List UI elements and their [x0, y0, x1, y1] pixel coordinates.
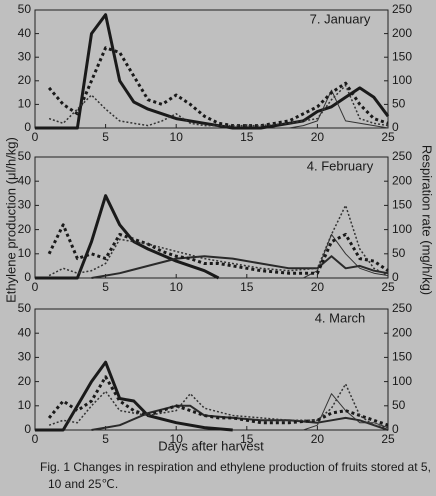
y2-tick-label: 100 — [392, 374, 412, 388]
y-tick-label: 20 — [18, 374, 32, 388]
y2-tick-label: 250 — [392, 2, 412, 16]
x-tick-label: 20 — [311, 280, 325, 294]
y-tick-label: 0 — [24, 270, 31, 284]
series-line — [47, 375, 389, 427]
x-tick-label: 5 — [102, 280, 109, 294]
x-tick-label: 10 — [170, 130, 184, 144]
x-tick-label: 5 — [102, 432, 109, 446]
y-tick-label: 10 — [18, 246, 32, 260]
x-tick-label: 25 — [381, 130, 395, 144]
series-line — [47, 223, 389, 275]
x-tick-label: 5 — [102, 130, 109, 144]
y-tick-label: 10 — [18, 398, 32, 412]
y-tick-label: 40 — [18, 325, 32, 339]
y2-tick-label: 100 — [392, 73, 412, 87]
y2-tick-label: 50 — [392, 398, 406, 412]
y-tick-label: 30 — [18, 198, 32, 212]
y-tick-label: 0 — [24, 422, 31, 436]
y-tick-label: 0 — [24, 120, 31, 134]
plot-frame — [34, 156, 389, 279]
panel-title: 4. February — [307, 158, 374, 173]
y2-tick-label: 150 — [392, 49, 412, 63]
series-line — [35, 194, 220, 280]
x-tick-label: 10 — [170, 432, 184, 446]
y2-tick-label: 50 — [392, 246, 406, 260]
caption-line: 10 and 25℃. — [48, 477, 118, 491]
y-tick-label: 50 — [18, 2, 32, 16]
y-tick-label: 50 — [18, 301, 32, 315]
y-tick-label: 20 — [18, 73, 32, 87]
series-line — [48, 84, 389, 127]
x-tick-label: 25 — [381, 280, 395, 294]
y-axis-title: Ethylene production (μl/h/kg) — [3, 137, 18, 303]
y2-tick-label: 0 — [392, 422, 399, 436]
x-tick-label: 15 — [240, 432, 254, 446]
x-tick-label: 15 — [240, 130, 254, 144]
y-tick-label: 30 — [18, 49, 32, 63]
x-tick-label: 15 — [240, 280, 254, 294]
plot-frame — [34, 308, 389, 431]
y2-axis-title: Respiration rate (mg/h/kg) — [420, 145, 435, 295]
y2-tick-label: 250 — [392, 301, 412, 315]
y-tick-label: 10 — [18, 97, 32, 111]
y2-tick-label: 200 — [392, 26, 412, 40]
y2-tick-label: 0 — [392, 270, 399, 284]
x-tick-label: 0 — [32, 432, 39, 446]
panel-title: 4. March — [315, 310, 366, 325]
y2-tick-label: 0 — [392, 120, 399, 134]
x-tick-label: 25 — [381, 432, 395, 446]
y2-tick-label: 150 — [392, 198, 412, 212]
series-line — [47, 46, 389, 128]
y-tick-label: 30 — [18, 350, 32, 364]
x-tick-label: 20 — [311, 130, 325, 144]
series-line — [303, 393, 389, 431]
x-tick-label: 0 — [32, 130, 39, 144]
series-line — [275, 89, 389, 129]
y2-tick-label: 150 — [392, 350, 412, 364]
x-tick-label: 0 — [32, 280, 39, 294]
y2-tick-label: 200 — [392, 173, 412, 187]
series-line — [35, 13, 390, 130]
y-tick-label: 40 — [18, 173, 32, 187]
y2-tick-label: 50 — [392, 97, 406, 111]
x-tick-label: 10 — [170, 280, 184, 294]
y-tick-label: 20 — [18, 222, 32, 236]
y2-tick-label: 100 — [392, 222, 412, 236]
x-axis-title: Days after harvest — [158, 438, 264, 453]
plot-frame — [34, 9, 389, 129]
y2-tick-label: 200 — [392, 325, 412, 339]
y-tick-label: 40 — [18, 26, 32, 40]
x-tick-label: 20 — [311, 432, 325, 446]
panel-title: 7. January — [310, 11, 371, 26]
y-tick-label: 50 — [18, 149, 32, 163]
y2-tick-label: 250 — [392, 149, 412, 163]
caption-line: Fig. 1 Changes in respiration and ethyle… — [40, 460, 431, 474]
